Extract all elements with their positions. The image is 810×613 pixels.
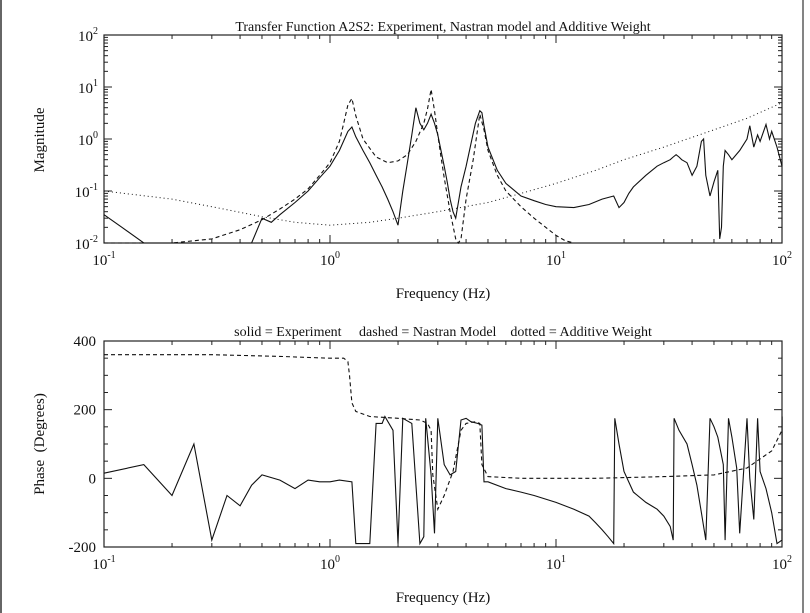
series-dashed-line [104,354,783,512]
phase-y-axis-label: Phase (Degrees) [32,393,48,495]
phase-ticks: 10-1 100 101 102 400 200 0 -200 [69,334,793,573]
x-tick-label: 100 [320,554,340,573]
y-tick-label: 10-2 [75,234,98,253]
phase-series [103,354,783,546]
magnitude-x-axis-label: Frequency (Hz) [396,286,491,302]
magnitude-series [103,89,783,245]
series-dashed-line [104,89,575,245]
x-tick-label: 10-1 [92,250,115,269]
phase-chart: solid = Experiment dashed = Nastran Mode… [32,325,792,606]
y-tick-label: 200 [74,403,97,419]
magnitude-chart-title: Transfer Function A2S2: Experiment, Nast… [235,20,650,35]
x-tick-label: 102 [772,250,792,269]
magnitude-y-axis-label: Magnitude [32,107,48,172]
series-solid-line [103,107,783,244]
x-tick-label: 100 [320,250,340,269]
y-tick-label: 400 [74,334,97,350]
x-tick-label: 10-1 [92,554,115,573]
x-tick-label: 101 [546,250,566,269]
y-tick-label: 0 [89,471,97,487]
y-tick-label: -200 [69,540,97,556]
magnitude-chart: Transfer Function A2S2: Experiment, Nast… [32,20,792,302]
phase-x-axis-label: Frequency (Hz) [396,590,491,606]
phase-chart-title: solid = Experiment dashed = Nastran Mode… [234,325,652,340]
y-tick-label: 101 [78,78,98,97]
x-tick-label: 101 [546,554,566,573]
x-tick-label: 102 [772,554,792,573]
series-solid-line [103,415,783,546]
y-tick-label: 102 [78,26,98,45]
y-tick-label: 100 [78,130,98,149]
y-tick-label: 10-1 [75,182,98,201]
